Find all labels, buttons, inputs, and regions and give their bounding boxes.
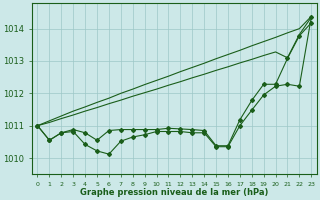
- X-axis label: Graphe pression niveau de la mer (hPa): Graphe pression niveau de la mer (hPa): [80, 188, 268, 197]
